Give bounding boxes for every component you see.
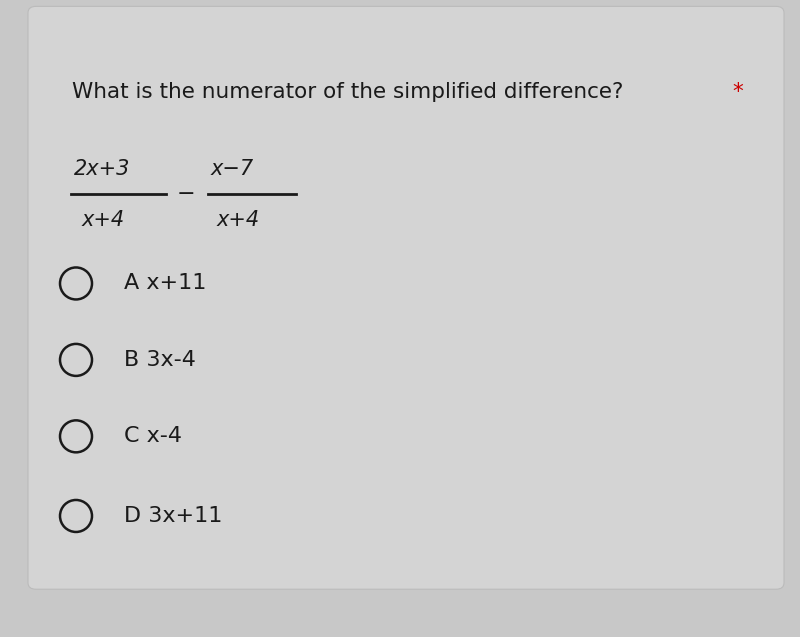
- Text: A x+11: A x+11: [124, 273, 206, 294]
- Text: D 3x+11: D 3x+11: [124, 506, 222, 526]
- Text: x+4: x+4: [217, 210, 260, 230]
- Text: What is the numerator of the simplified difference?: What is the numerator of the simplified …: [72, 82, 623, 103]
- Text: x+4: x+4: [82, 210, 125, 230]
- Text: x−7: x−7: [210, 159, 254, 179]
- Text: 2x+3: 2x+3: [74, 159, 130, 179]
- Text: *: *: [732, 82, 742, 103]
- Text: C x-4: C x-4: [124, 426, 182, 447]
- Text: B 3x-4: B 3x-4: [124, 350, 196, 370]
- Text: −: −: [176, 184, 195, 204]
- FancyBboxPatch shape: [28, 6, 784, 589]
